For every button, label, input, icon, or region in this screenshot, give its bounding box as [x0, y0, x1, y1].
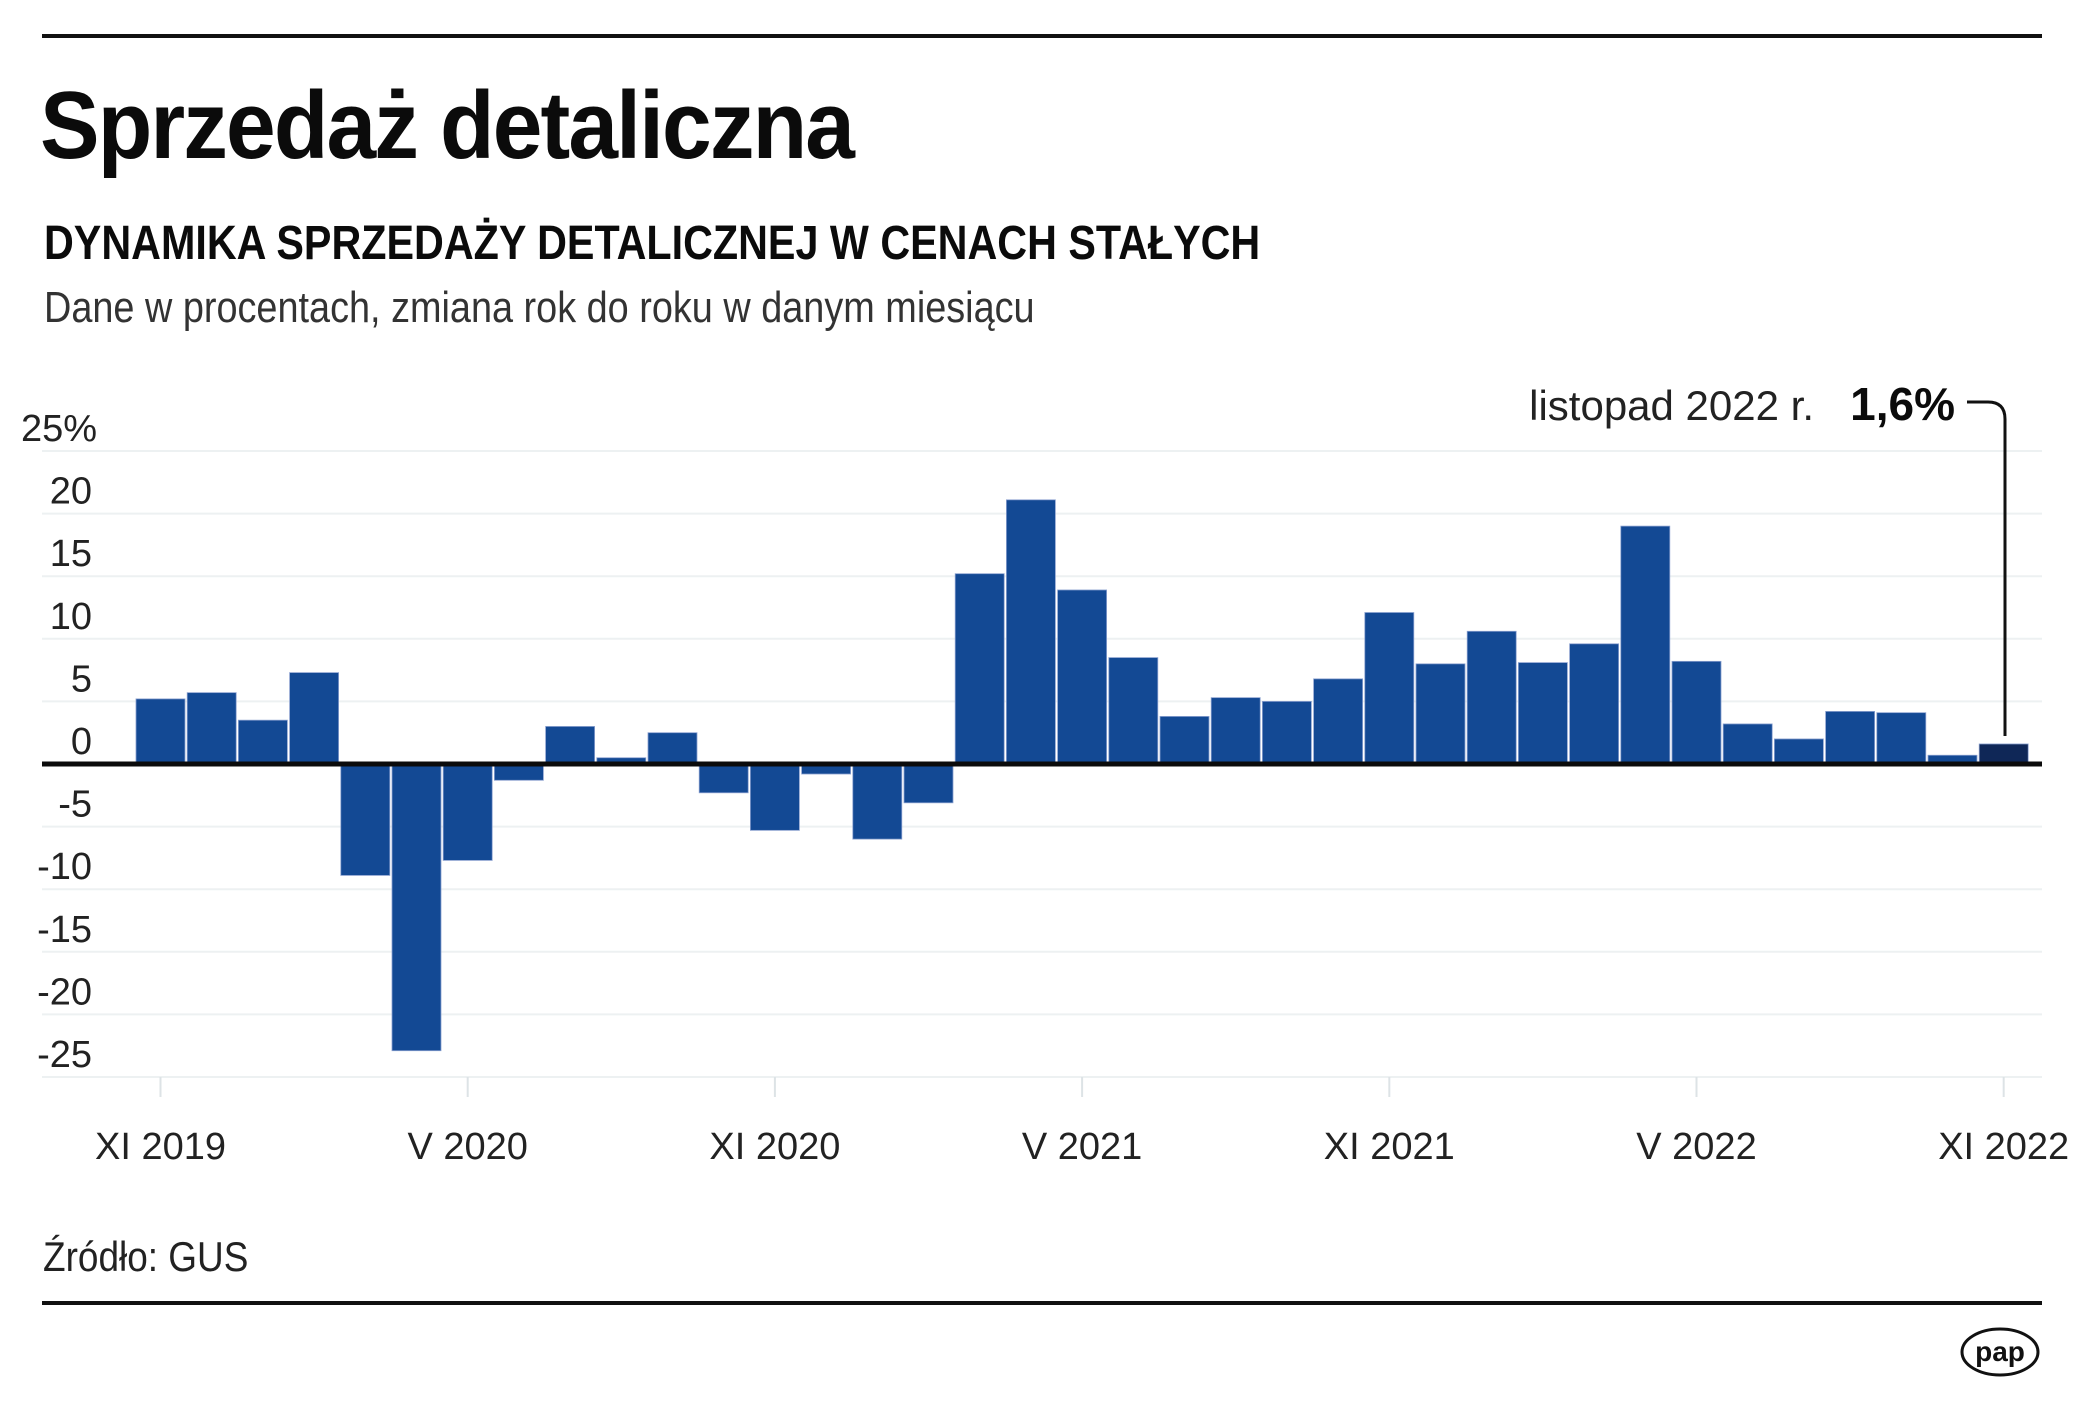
bar-xii-2019 [186, 692, 237, 765]
bar-xi-2021 [1364, 612, 1415, 765]
bar-vii-2020 [545, 726, 595, 765]
bar-vi-2021 [1108, 657, 1159, 765]
bar-x-2021 [1313, 678, 1363, 765]
y-tick-label: 0 [71, 721, 92, 763]
y-tick-label: -5 [58, 784, 92, 826]
bar-i-2021 [852, 763, 903, 840]
top-rule [42, 34, 2042, 38]
logo-ellipse [1960, 1327, 2040, 1377]
logo-text: pap [1975, 1336, 2025, 1367]
bar-xi-2022 [1978, 743, 2029, 765]
annotation-leader-line [1967, 400, 2007, 736]
bar-v-2020 [442, 763, 493, 861]
bar-iv-2020 [391, 763, 442, 1052]
annotation-label: listopad 2022 r. [1529, 382, 1814, 429]
chart-subheading: DYNAMIKA SPRZEDAŻY DETALICZNEJ W CENACH … [44, 217, 1261, 270]
bar-i-2022 [1466, 630, 1517, 765]
bottom-rule [42, 1301, 2042, 1305]
x-tick-label: V 2020 [407, 1126, 527, 1168]
y-tick-label: -15 [37, 909, 92, 951]
bar-v-2022 [1671, 660, 1722, 765]
chart-subtitle: Dane w procentach, zmiana rok do roku w … [44, 283, 1035, 332]
bar-xi-2020 [750, 763, 800, 831]
bar-ii-2021 [903, 763, 954, 804]
source-note: Źródło: GUS [43, 1233, 249, 1280]
bars [135, 499, 2029, 1052]
bar-xii-2021 [1415, 663, 1466, 765]
y-tick-label: -20 [37, 971, 92, 1013]
pap-logo: pap [1960, 1327, 2040, 1377]
y-tick-label: -10 [37, 846, 92, 888]
latest-value-annotation: listopad 2022 r. 1,6% [1529, 378, 2007, 736]
y-tick-label: 20 [50, 471, 92, 513]
y-tick-label: 5 [71, 658, 92, 700]
bar-viii-2022 [1825, 711, 1875, 765]
y-tick-label: 25% [21, 408, 97, 450]
y-axis-labels: 25% 20 15 10 5 0 -5 -10 -15 -20 -25 [21, 408, 97, 1076]
bar-vii-2021 [1159, 716, 1210, 765]
x-tick-label: V 2022 [1636, 1126, 1756, 1168]
x-tick-label: XI 2021 [1324, 1126, 1455, 1168]
x-axis: XI 2019 V 2020 XI 2020 V 2021 XI 2021 V 2022 X… [95, 1077, 2069, 1168]
bar-iii-2020 [340, 763, 391, 876]
y-tick-label: 10 [50, 596, 92, 638]
y-tick-label: -25 [37, 1034, 92, 1076]
x-tick-label: XI 2020 [709, 1126, 840, 1168]
bar-i-2020 [237, 719, 288, 765]
x-tick-label: XI 2019 [95, 1126, 226, 1168]
bar-iv-2021 [1006, 499, 1056, 765]
x-tick-label: XI 2022 [1938, 1126, 2069, 1168]
bar-xi-2019 [135, 698, 186, 765]
bar-iii-2022 [1569, 643, 1619, 765]
annotation-value: 1,6% [1850, 378, 1955, 430]
y-tick-label: 15 [50, 533, 92, 575]
bar-ii-2020 [289, 672, 340, 765]
bar-v-2021 [1057, 589, 1107, 765]
bar-ix-2022 [1876, 712, 1927, 765]
bar-ii-2022 [1518, 662, 1568, 765]
page-title: Sprzedaż detaliczna [40, 72, 855, 179]
bar-iv-2022 [1620, 525, 1671, 765]
bar-vii-2022 [1774, 738, 1824, 765]
bar-iii-2021 [954, 573, 1005, 765]
bar-x-2020 [698, 763, 749, 794]
bar-ix-2021 [1262, 701, 1312, 765]
bar-viii-2021 [1210, 697, 1261, 765]
bar-vi-2022 [1722, 723, 1773, 765]
bar-ix-2020 [647, 732, 698, 765]
x-tick-label: V 2021 [1022, 1126, 1142, 1168]
